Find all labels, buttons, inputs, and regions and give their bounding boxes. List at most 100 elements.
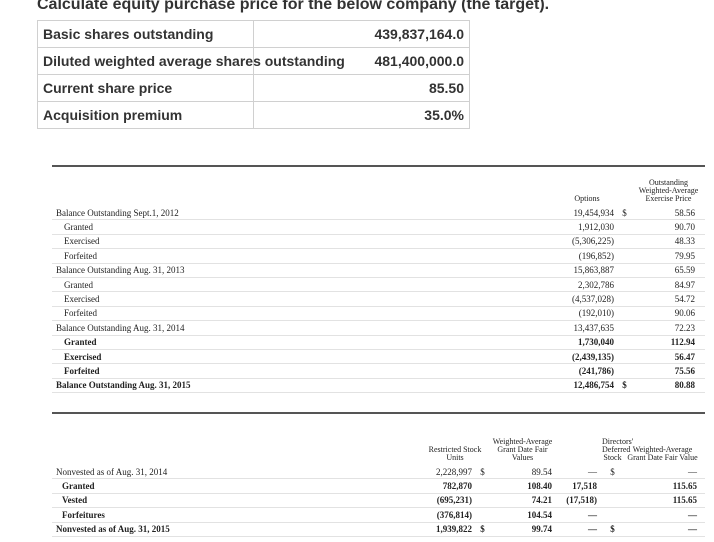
cell [600,478,625,494]
cell [617,335,632,350]
cell [698,349,705,365]
cell: — [555,507,600,523]
cell: 13,437,635 [557,320,617,336]
cell: $ [600,465,625,480]
cell [617,277,632,293]
cell: — [555,465,600,480]
cell: 74.21 [490,493,555,509]
cell: 54.72 [632,291,698,307]
cell: (4,537,028) [557,291,617,307]
cell: Nonvested as of Aug. 31, 2014 [52,465,420,480]
cell: 115.65 [625,478,700,494]
cell [698,320,705,336]
cell [700,507,705,523]
header-cell: Weighted-Average Grant Date Fair Values [492,437,553,462]
header-cell: Outstanding Weighted-Average Exercise Pr… [638,178,699,203]
cell: 90.70 [632,219,698,235]
cell: $ [617,206,632,221]
cell: Nonvested as of Aug. 31, 2015 [52,522,420,537]
cell [698,219,705,235]
cell [617,291,632,307]
cell: Forfeited [52,363,557,379]
cell: Vested [52,493,420,509]
cell: (192,010) [557,306,617,322]
cell: 75.56 [632,363,698,379]
cell: 89.54 [490,465,555,480]
header-cell [555,413,600,465]
options-row: Forfeited (241,786) 75.56 [52,363,705,379]
cell [617,349,632,365]
options-table: Options Outstanding Weighted-Average Exer… [52,165,705,394]
cell: 58.56 [632,206,698,221]
cell: Balance Outstanding Aug. 31, 2014 [52,320,557,336]
options-row: Granted 1,912,030 90.70 [52,219,705,235]
header-cell [52,413,420,465]
rsu-row: Nonvested as of Aug. 31, 2014 2,228,997 $8… [52,465,705,480]
header-cell: Options [574,194,600,203]
cell [600,493,625,509]
cell: (17,518) [555,493,600,509]
cell: 2,302,786 [557,277,617,293]
cell: 90.06 [632,306,698,322]
cell [617,248,632,264]
cell [700,493,705,509]
cell: — [555,522,600,537]
rsu-row: Forfeitures (376,814) 104.54— — [52,507,705,523]
rsu-table: Restricted Stock Units Weighted-Average G… [52,412,705,537]
options-row: Granted 1,730,040 112.94 [52,335,705,350]
header-cell: Weighted-Average Grant Date Fair Value [627,445,698,462]
cell: $ [600,522,625,537]
cell [698,234,705,250]
cell: $ [475,522,490,537]
input-value: 481,400,000.0 [253,47,470,75]
cell: 12,486,754 [557,378,617,394]
options-row: Balance Outstanding Aug. 31, 2015 12,486,… [52,378,705,394]
cell [698,335,705,350]
options-row: Exercised (5,306,225) 48.33 [52,234,705,250]
cell: $ [475,465,490,480]
cell: Balance Outstanding Aug. 31, 2015 [52,378,557,394]
input-row: Current share price 85.50 [37,74,470,102]
cell [700,478,705,494]
cell: (196,852) [557,248,617,264]
input-label: Basic shares outstanding [37,20,254,48]
cell [700,465,705,480]
cell [600,507,625,523]
cell: Forfeited [52,306,557,322]
cell: 108.40 [490,478,555,494]
cell: — [625,465,700,480]
options-row: Balance Outstanding Aug. 31, 2013 15,863,… [52,263,705,278]
cell: Balance Outstanding Sept.1, 2012 [52,206,557,221]
title: Calculate equity purchase price for the … [37,0,550,13]
cell: 72.23 [632,320,698,336]
rsu-row: Vested (695,231) 74.21 (17,518) 115.65 [52,493,705,509]
cell [698,206,705,221]
cell [698,378,705,394]
cell: Granted [52,219,557,235]
input-label: Diluted weighted average shares outstand… [37,47,345,75]
cell: Granted [52,335,557,350]
options-row: Balance Outstanding Aug. 31, 2014 13,437,… [52,320,705,336]
cell [698,277,705,293]
cell: 19,454,934 [557,206,617,221]
cell: 115.65 [625,493,700,509]
cell: Exercised [52,291,557,307]
cell: — [625,507,700,523]
options-row: Forfeited (196,852) 79.95 [52,248,705,264]
rsu-row: Granted 782,870 108.40 17,518 115.65 [52,478,705,494]
cell [475,493,490,509]
input-value: 35.0% [253,101,470,129]
cell [698,263,705,278]
options-row: Exercised (2,439,135) 56.47 [52,349,705,365]
options-row: Granted 2,302,786 84.97 [52,277,705,293]
cell [698,306,705,322]
cell: 56.47 [632,349,698,365]
cell: 112.94 [632,335,698,350]
cell [617,306,632,322]
cell [700,522,705,537]
options-row: Exercised (4,537,028) 54.72 [52,291,705,307]
input-label: Acquisition premium [37,101,254,129]
cell: 2,228,997 [420,465,475,480]
cell [698,291,705,307]
